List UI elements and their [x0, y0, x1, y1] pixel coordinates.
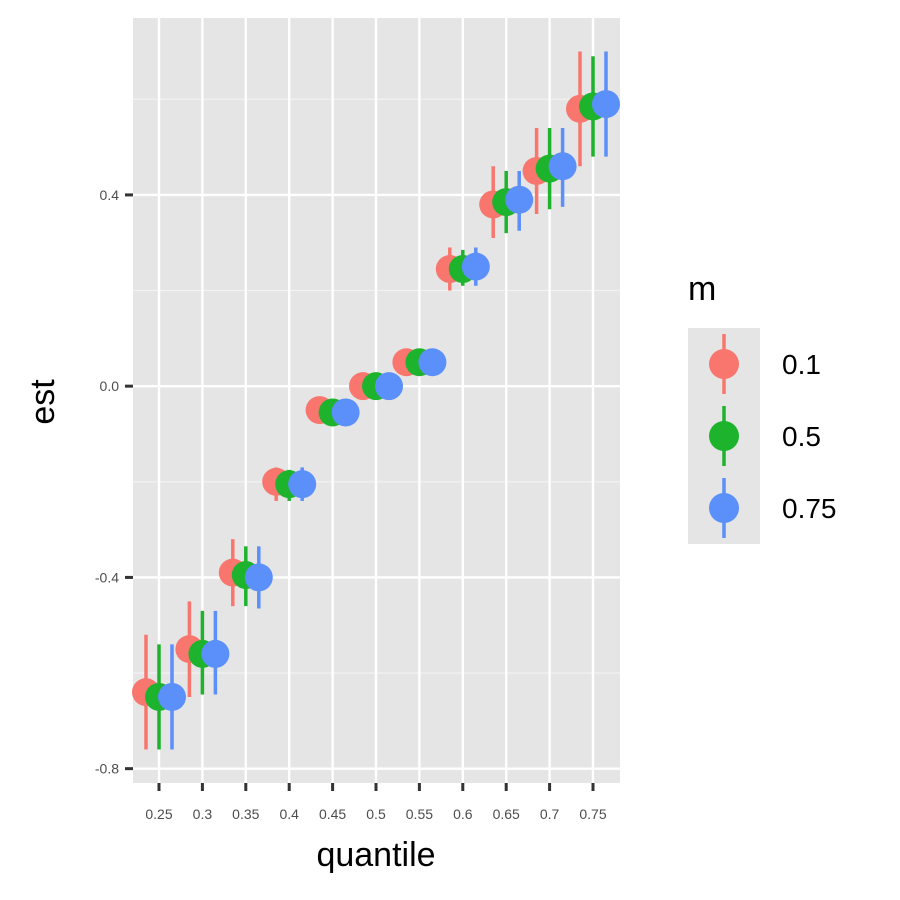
- legend-key-point: [709, 349, 739, 379]
- y-axis: -0.8 -0.4 0.0 0.4: [95, 187, 133, 777]
- x-tick-label: 0.3: [193, 806, 213, 822]
- data-point: [461, 252, 490, 281]
- legend-key-point: [709, 493, 739, 523]
- x-tick-label: 0.65: [493, 806, 520, 822]
- data-point: [548, 152, 577, 181]
- legend-items: 0.1 0.5 0.75: [709, 334, 837, 538]
- x-tick-label: 0.5: [366, 806, 386, 822]
- data-point: [418, 348, 447, 377]
- data-point: [592, 90, 620, 119]
- series-0.75: [158, 51, 620, 750]
- legend-item: 0.75: [709, 478, 837, 538]
- legend-label: 0.75: [782, 493, 837, 524]
- x-axis: 0.25 0.3 0.35 0.4 0.45 0.5 0.55 0.6 0.65 0.7 0.75: [145, 783, 607, 822]
- legend-item: 0.1: [709, 334, 821, 394]
- x-tick-label: 0.7: [540, 806, 560, 822]
- x-tick-label: 0.55: [406, 806, 433, 822]
- legend-label: 0.5: [782, 421, 821, 452]
- legend-item: 0.5: [709, 406, 821, 466]
- data-marks: [132, 51, 620, 750]
- y-tick-label: -0.8: [95, 761, 119, 777]
- x-tick-label: 0.4: [279, 806, 299, 822]
- x-tick-label: 0.45: [319, 806, 346, 822]
- legend: m 0.1 0.5 0.75: [688, 270, 837, 544]
- data-point: [201, 639, 230, 668]
- data-point: [375, 372, 403, 401]
- x-axis-title: quantile: [316, 836, 435, 874]
- data-point: [331, 398, 360, 427]
- data-point: [158, 682, 186, 711]
- x-tick-label: 0.6: [453, 806, 473, 822]
- y-tick-label: -0.4: [95, 569, 119, 585]
- legend-label: 0.1: [782, 349, 821, 380]
- data-point: [288, 470, 317, 499]
- x-tick-label: 0.25: [145, 806, 172, 822]
- y-axis-title: est: [24, 379, 62, 425]
- data-point: [505, 185, 534, 214]
- legend-key-point: [709, 421, 739, 451]
- y-tick-label: 0.0: [100, 378, 120, 394]
- data-point: [244, 563, 273, 592]
- y-tick-label: 0.4: [100, 187, 120, 203]
- x-tick-label: 0.35: [232, 806, 259, 822]
- x-tick-label: 0.75: [579, 806, 606, 822]
- legend-title: m: [688, 270, 716, 308]
